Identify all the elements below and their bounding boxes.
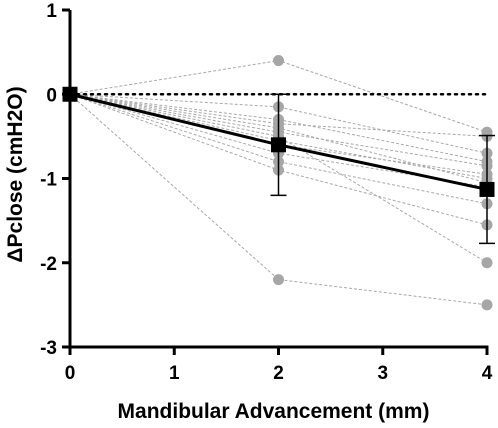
y-tick-label: 0	[46, 85, 57, 106]
y-tick-label: -1	[40, 170, 57, 191]
subject-line-9	[69, 93, 488, 205]
x-tick-label: 2	[273, 363, 284, 384]
subject-point-13-2	[273, 274, 284, 286]
mean-marker-2	[271, 137, 286, 153]
x-tick-label: 0	[65, 363, 76, 384]
subject-point-1-2	[273, 55, 284, 67]
y-tick-label: 1	[46, 1, 57, 22]
axes: 1 0 -1 -2 -3 0 1 2 3 4	[40, 1, 493, 384]
subject-line-13	[69, 93, 488, 306]
x-tick-label: 4	[482, 363, 493, 384]
subject-line-2	[69, 93, 488, 154]
y-tick-label: -2	[40, 254, 57, 275]
y-tick-label: -3	[40, 338, 57, 359]
x-tick-label: 3	[377, 363, 388, 384]
subject-point-13-4	[481, 299, 493, 311]
mean-series	[62, 86, 495, 245]
x-tick-label: 1	[169, 363, 180, 384]
mean-marker-4	[479, 181, 495, 197]
x-axis-title: Mandibular Advancement (mm)	[118, 400, 430, 423]
subject-point-12-4	[481, 257, 493, 269]
y-axis-title: ΔPclose (cmH2O)	[4, 86, 27, 262]
